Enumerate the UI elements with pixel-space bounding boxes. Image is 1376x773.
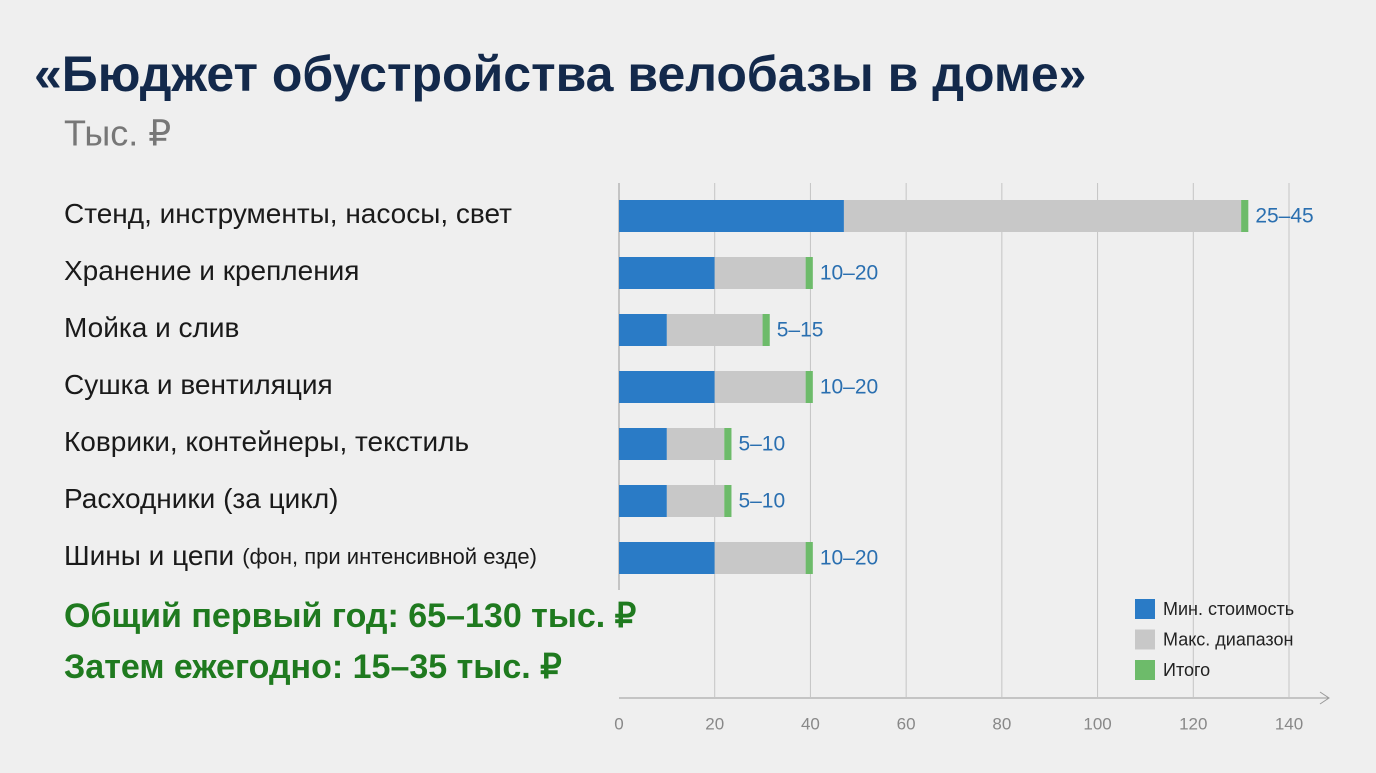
- legend-swatch: [1135, 660, 1155, 680]
- category-label: Шины и цепи (фон, при интенсивной езде): [64, 540, 537, 571]
- bar-segment: [666, 485, 725, 517]
- range-label: 5–10: [738, 433, 785, 456]
- category-detail: (фон, при интенсивной езде): [242, 544, 537, 569]
- range-label: 10–20: [820, 262, 878, 285]
- x-tick-label: 0: [614, 714, 623, 733]
- category-label: Стенд, инструменты, насосы, свет: [64, 198, 512, 229]
- x-tick-label: 120: [1179, 714, 1207, 733]
- legend-swatch: [1135, 599, 1155, 619]
- bar-segment: [619, 542, 715, 574]
- range-label: 10–20: [820, 547, 878, 570]
- bar-segment: [762, 314, 770, 346]
- category-label: Расходники (за цикл): [64, 483, 339, 514]
- annotation: Общий первый год: 65–130 тыс. ₽: [64, 597, 637, 635]
- bar-segment: [843, 200, 1242, 232]
- category-label: Стенд, инструменты, насосы, свет: [64, 198, 512, 229]
- bar-segment: [714, 542, 806, 574]
- range-label: 5–15: [777, 319, 824, 342]
- category-label: Шины и цепи: [64, 540, 234, 571]
- bar-segment: [1241, 200, 1249, 232]
- legend-label: Мин. стоимость: [1163, 599, 1294, 619]
- category-label: Сушка и вентиляция: [64, 369, 333, 400]
- bar-segment: [714, 257, 806, 289]
- x-tick-label: 100: [1083, 714, 1111, 733]
- bar-segment: [619, 314, 667, 346]
- annotation: Затем ежегодно: 15–35 тыс. ₽: [64, 648, 562, 686]
- category-label: Коврики, контейнеры, текстиль: [64, 426, 469, 457]
- bar-segment: [619, 485, 667, 517]
- legend-label: Макс. диапазон: [1163, 629, 1293, 649]
- range-label: 10–20: [820, 376, 878, 399]
- x-tick-label: 80: [992, 714, 1011, 733]
- category-label: Хранение и крепления: [64, 255, 359, 286]
- category-label: Расходники (за цикл): [64, 483, 339, 514]
- category-label: Коврики, контейнеры, текстиль: [64, 426, 469, 457]
- legend-swatch: [1135, 629, 1155, 650]
- axis-arrow: [1319, 691, 1330, 705]
- category-label: Хранение и крепления: [64, 255, 359, 286]
- bar-segment: [619, 371, 715, 403]
- bar-segment: [714, 371, 806, 403]
- bar-segment: [805, 257, 813, 289]
- bar-segment: [805, 542, 813, 574]
- bar-segment: [619, 257, 715, 289]
- x-tick-label: 60: [897, 714, 916, 733]
- legend-label: Итого: [1163, 660, 1210, 680]
- x-tick-label: 20: [705, 714, 724, 733]
- bar-segment: [619, 200, 844, 232]
- category-label: Сушка и вентиляция: [64, 369, 333, 400]
- bar-segment: [619, 428, 667, 460]
- range-label: 5–10: [738, 490, 785, 513]
- category-label: Мойка и слив: [64, 312, 239, 343]
- bar-segment: [724, 428, 732, 460]
- bar-segment: [724, 485, 732, 517]
- x-tick-label: 40: [801, 714, 820, 733]
- chart-title: «Бюджет обустройства велобазы в доме»: [34, 46, 1087, 102]
- chart-subtitle: Тыс. ₽: [64, 113, 171, 154]
- category-label: Мойка и слив: [64, 312, 239, 343]
- bar-segment: [805, 371, 813, 403]
- range-label: 25–45: [1255, 205, 1313, 228]
- bar-segment: [666, 314, 763, 346]
- x-tick-label: 140: [1275, 714, 1303, 733]
- bar-segment: [666, 428, 725, 460]
